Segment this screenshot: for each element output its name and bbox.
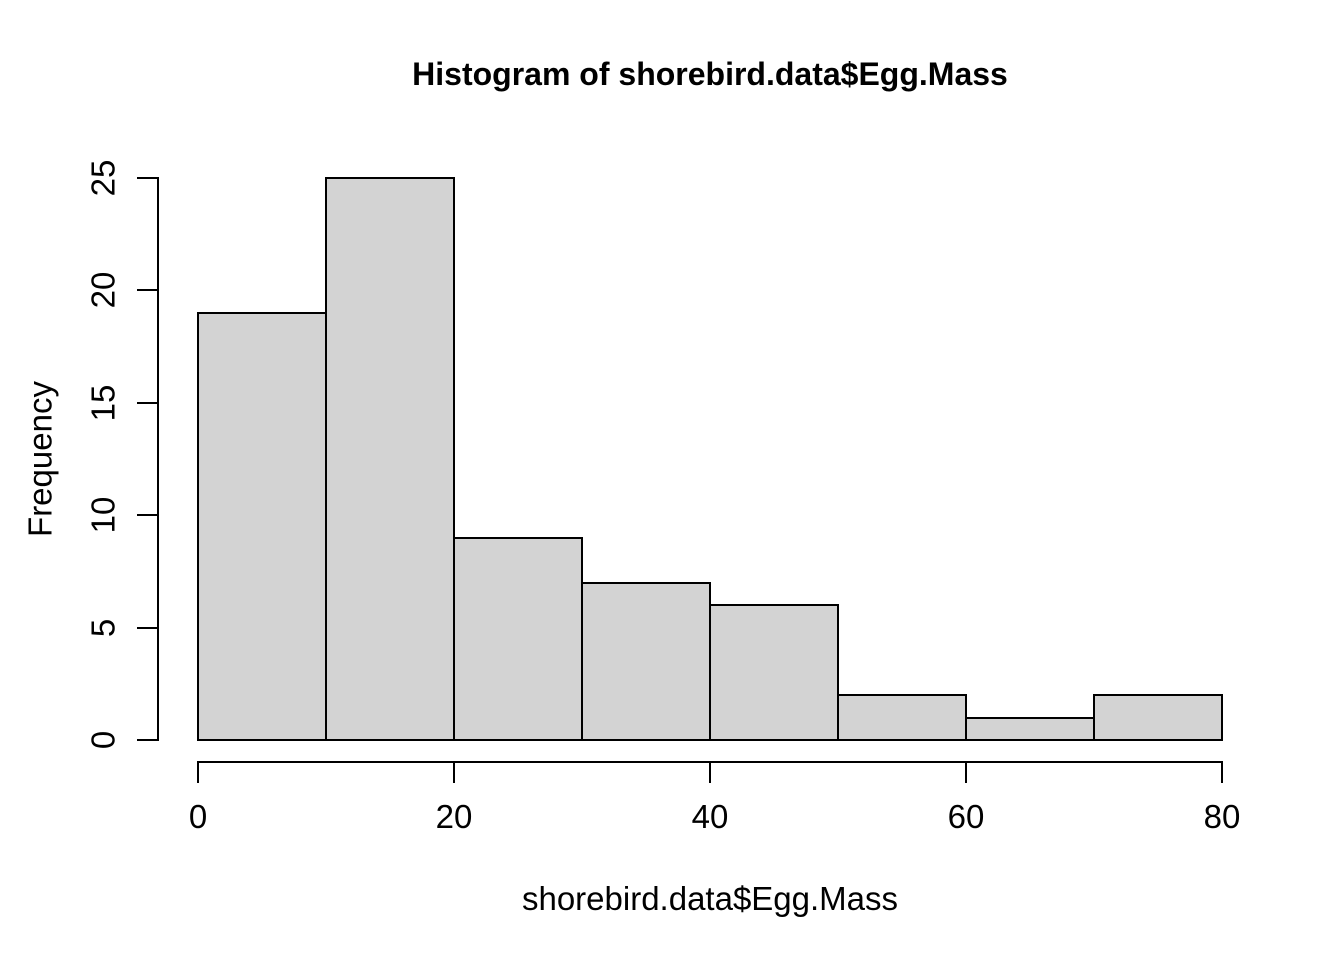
y-axis-title: Frequency <box>21 381 59 537</box>
x-tick-mark <box>1221 761 1223 783</box>
x-tick-mark <box>453 761 455 783</box>
chart-title: Histogram of shorebird.data$Egg.Mass <box>412 56 1008 92</box>
histogram-bar <box>453 536 583 741</box>
y-tick-label: 10 <box>84 496 122 534</box>
y-tick-label: 0 <box>84 730 122 750</box>
x-tick-label: 80 <box>1203 798 1241 835</box>
y-tick-mark <box>137 289 158 292</box>
y-tick-label: 25 <box>84 159 122 197</box>
histogram-bar <box>965 716 1095 741</box>
x-tick-label: 40 <box>691 798 729 835</box>
histogram-bar <box>197 311 327 741</box>
x-tick-mark <box>197 761 199 783</box>
y-tick-mark <box>137 739 158 741</box>
y-axis-line <box>157 177 159 741</box>
x-tick-label: 20 <box>435 798 473 835</box>
y-tick-mark <box>137 514 158 517</box>
x-tick-mark <box>965 761 967 783</box>
histogram-bar <box>837 694 967 741</box>
histogram-bar <box>709 604 839 741</box>
histogram-bar <box>581 581 711 741</box>
histogram-bar <box>1093 694 1223 741</box>
histogram-bar <box>325 177 455 741</box>
y-tick-mark <box>137 401 158 404</box>
x-tick-mark <box>709 761 711 783</box>
y-tick-mark <box>137 177 158 179</box>
x-tick-label: 60 <box>947 798 985 835</box>
x-axis-title: shorebird.data$Egg.Mass <box>521 880 899 917</box>
y-tick-label: 5 <box>84 618 122 637</box>
y-tick-label: 15 <box>84 384 122 422</box>
y-tick-mark <box>137 626 158 629</box>
x-tick-label: 0 <box>188 798 208 835</box>
y-tick-label: 20 <box>84 272 122 309</box>
